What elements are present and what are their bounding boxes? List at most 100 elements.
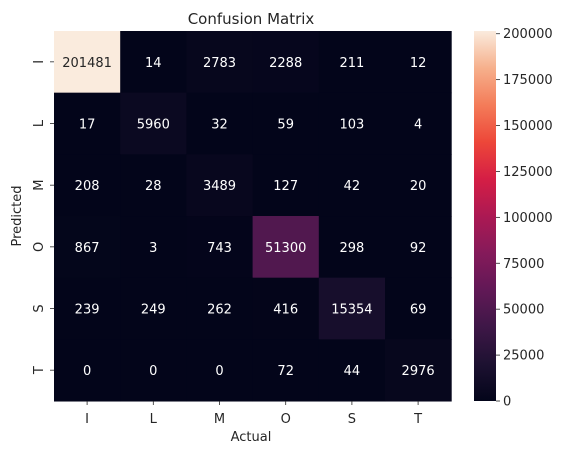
x-tick-label: M bbox=[214, 412, 225, 427]
colorbar bbox=[474, 31, 496, 401]
chart-title: Confusion Matrix bbox=[188, 10, 315, 28]
y-tick-label: I bbox=[32, 60, 47, 64]
cell-value-label: 92 bbox=[410, 241, 427, 256]
heatmap-cell bbox=[318, 92, 386, 155]
heatmap-cell bbox=[252, 277, 320, 340]
y-axis-label: Predicted bbox=[10, 185, 25, 246]
heatmap-cell bbox=[385, 277, 452, 340]
colorbar-tick-label: 0 bbox=[503, 395, 511, 410]
cell-value-label: 4 bbox=[414, 118, 422, 133]
heatmap-cell bbox=[54, 277, 121, 340]
heatmap-cell bbox=[54, 31, 121, 94]
heatmap-cell bbox=[318, 277, 386, 340]
cell-value-label: 69 bbox=[410, 303, 427, 318]
heatmap-cell bbox=[120, 92, 187, 155]
heatmap-cells: 201481 14 2783 2288 211 12 17 5960 32 59 103 4 208 28… bbox=[54, 31, 452, 402]
colorbar-tick-label: 125000 bbox=[503, 165, 553, 180]
y-tick-label: O bbox=[32, 242, 47, 252]
cell-value-label: 3 bbox=[149, 241, 157, 256]
cell-value-label: 5960 bbox=[137, 118, 170, 133]
heatmap-cell bbox=[385, 216, 452, 279]
cell-value-label: 44 bbox=[344, 364, 361, 379]
cell-value-label: 2783 bbox=[203, 56, 236, 71]
cell-value-label: 51300 bbox=[265, 241, 306, 256]
heatmap-cell bbox=[120, 31, 187, 94]
cell-value-label: 14 bbox=[145, 56, 162, 71]
cell-value-label: 59 bbox=[277, 118, 294, 133]
heatmap-cell bbox=[252, 339, 320, 402]
y-axis-ticks: I L M O S T bbox=[32, 60, 54, 375]
cell-value-label: 298 bbox=[339, 241, 364, 256]
heatmap-cell bbox=[54, 92, 121, 155]
cell-value-label: 0 bbox=[215, 364, 223, 379]
heatmap-cell bbox=[54, 339, 121, 402]
colorbar-tick-label: 75000 bbox=[503, 257, 544, 272]
colorbar-tick-label: 175000 bbox=[503, 73, 553, 88]
heatmap-cell bbox=[120, 154, 187, 217]
cell-value-label: 17 bbox=[79, 118, 96, 133]
cell-value-label: 208 bbox=[75, 179, 100, 194]
y-tick-label: M bbox=[32, 180, 47, 191]
heatmap-cell bbox=[186, 277, 254, 340]
colorbar-tick-label: 25000 bbox=[503, 349, 544, 364]
heatmap-cell bbox=[120, 339, 187, 402]
x-tick-label: L bbox=[150, 412, 158, 427]
y-tick-label: S bbox=[32, 304, 47, 312]
x-axis-label: Actual bbox=[231, 430, 272, 445]
colorbar-tick-label: 150000 bbox=[503, 119, 553, 134]
colorbar-tick-label: 50000 bbox=[503, 303, 544, 318]
cell-value-label: 201481 bbox=[62, 56, 112, 71]
cell-value-label: 28 bbox=[145, 179, 162, 194]
cell-value-label: 127 bbox=[273, 179, 298, 194]
heatmap-cell bbox=[186, 92, 254, 155]
colorbar-tick-label: 200000 bbox=[503, 27, 553, 42]
heatmap-cell bbox=[385, 154, 452, 217]
heatmap-cell bbox=[385, 339, 452, 402]
heatmap-cell bbox=[186, 31, 254, 94]
heatmap-cell bbox=[252, 216, 320, 279]
heatmap-cell bbox=[120, 216, 187, 279]
heatmap-cell bbox=[385, 31, 452, 94]
heatmap-cell bbox=[252, 92, 320, 155]
colorbar-tick-label: 100000 bbox=[503, 211, 553, 226]
cell-value-label: 0 bbox=[149, 364, 157, 379]
heatmap-cell bbox=[318, 31, 386, 94]
heatmap-cell bbox=[120, 277, 187, 340]
y-tick-label: L bbox=[32, 119, 47, 127]
colorbar-ticks: 0 25000 50000 75000 100000 125000 150000 175000… bbox=[496, 27, 553, 410]
x-tick-label: O bbox=[281, 412, 291, 427]
heatmap-cell bbox=[186, 154, 254, 217]
cell-value-label: 15354 bbox=[331, 303, 372, 318]
cell-value-label: 42 bbox=[344, 179, 361, 194]
x-tick-label: T bbox=[413, 412, 422, 427]
heatmap-cell bbox=[54, 154, 121, 217]
x-tick-label: I bbox=[85, 412, 89, 427]
heatmap-cell bbox=[385, 92, 452, 155]
heatmap-cell bbox=[186, 339, 254, 402]
heatmap-cell bbox=[186, 216, 254, 279]
cell-value-label: 211 bbox=[339, 56, 364, 71]
cell-value-label: 12 bbox=[410, 56, 427, 71]
cell-value-label: 2288 bbox=[269, 56, 302, 71]
heatmap-cell bbox=[252, 154, 320, 217]
cell-value-label: 32 bbox=[211, 118, 228, 133]
cell-value-label: 20 bbox=[410, 179, 427, 194]
cell-value-label: 743 bbox=[207, 241, 232, 256]
x-tick-label: S bbox=[348, 412, 356, 427]
cell-value-label: 3489 bbox=[203, 179, 236, 194]
heatmap-cell bbox=[318, 154, 386, 217]
cell-value-label: 0 bbox=[83, 364, 91, 379]
cell-value-label: 103 bbox=[339, 118, 364, 133]
cell-value-label: 249 bbox=[141, 303, 166, 318]
cell-value-label: 867 bbox=[75, 241, 100, 256]
heatmap-cell bbox=[318, 339, 386, 402]
cell-value-label: 72 bbox=[277, 364, 294, 379]
cell-value-label: 416 bbox=[273, 303, 298, 318]
heatmap-cell bbox=[252, 31, 320, 94]
heatmap-cell bbox=[54, 216, 121, 279]
y-tick-label: T bbox=[32, 366, 47, 375]
cell-value-label: 262 bbox=[207, 303, 232, 318]
cell-value-label: 239 bbox=[75, 303, 100, 318]
